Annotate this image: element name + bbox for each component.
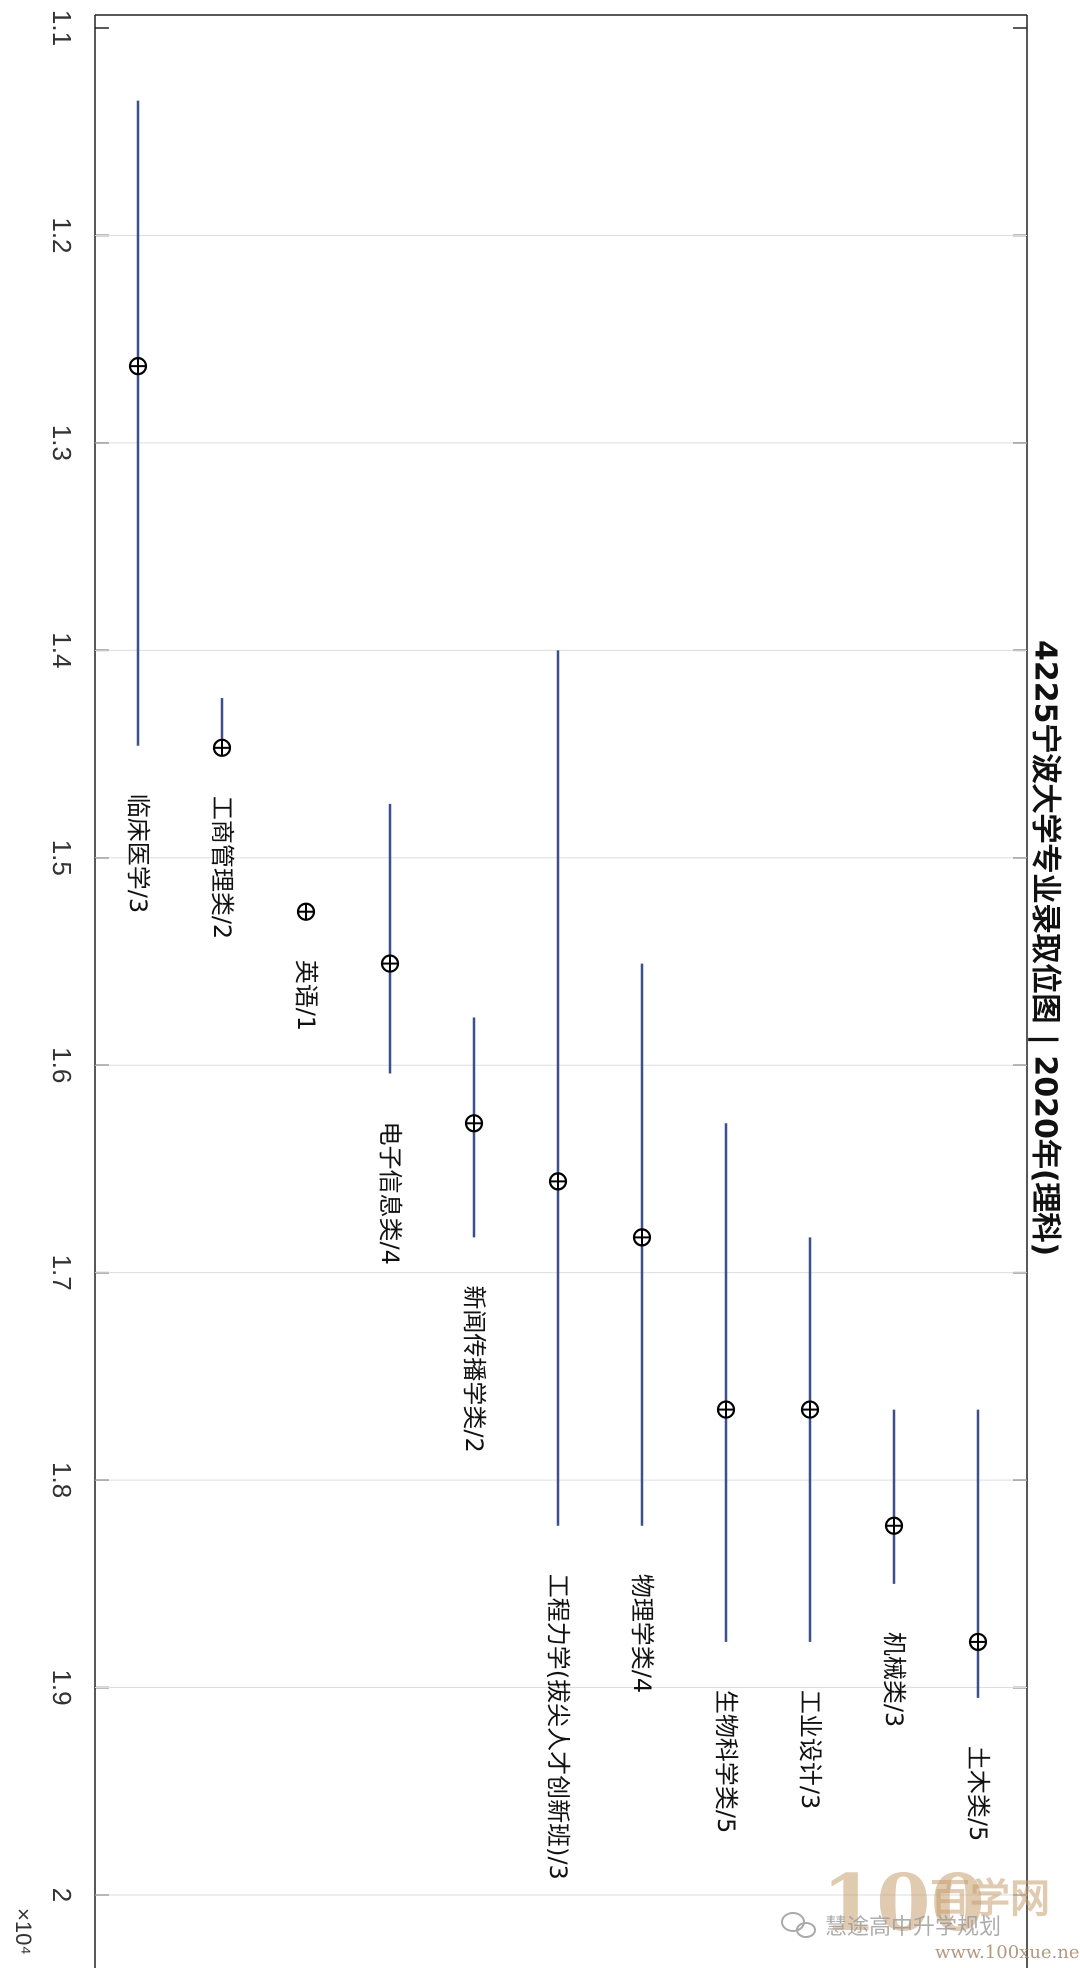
tick-label: 1.6 — [47, 1047, 77, 1083]
category-labels-layer: 临床医学/3 工商管理类/2 英语/1 电子信息类/4 新闻传播学类/2 工程力学(拔尖人… — [124, 794, 992, 1880]
category-label: 机械类/3 — [880, 1632, 908, 1727]
errorbar-item — [296, 902, 316, 921]
tick-label: 1.1 — [47, 10, 77, 46]
tick-label: 1.8 — [47, 1462, 77, 1498]
category-label: 工商管理类/2 — [208, 796, 236, 939]
errorbar-item — [212, 698, 232, 757]
tick-label: 2 — [47, 1888, 77, 1902]
watermark-number: 100 — [822, 1858, 985, 1949]
chart-title: 4225宁波大学专业录取位图 | 2020年(理科) — [1028, 640, 1063, 1256]
errorbar-item — [884, 1409, 904, 1584]
tick-label: 1.7 — [47, 1255, 77, 1291]
tick-label: 1.3 — [47, 425, 77, 461]
errorbar-item — [632, 963, 652, 1526]
errorbars-layer — [128, 100, 988, 1698]
category-label: 土木类/5 — [964, 1746, 992, 1841]
category-label: 临床医学/3 — [124, 794, 152, 913]
errorbar-item — [380, 803, 400, 1074]
errorbar-item — [548, 650, 568, 1526]
errorbar-item — [128, 100, 148, 746]
errorbar-item — [968, 1409, 988, 1698]
category-label: 工程力学(拔尖人才创新班)/3 — [544, 1574, 572, 1880]
wechat-icon — [781, 1912, 816, 1938]
watermark: 100 百学网 慧途高中升学规划 www.100xue.net — [781, 1858, 1080, 1963]
tick-label: 1.5 — [47, 840, 77, 876]
watermark-brand: 百学网 — [930, 1875, 1050, 1922]
category-label: 工业设计/3 — [796, 1690, 824, 1809]
errorbar-item — [464, 1017, 484, 1238]
axis-layer: 1.1 1.2 1.3 1.4 1.5 1.6 1.7 1.8 1.9 2 — [47, 10, 1028, 1968]
category-label: 电子信息类/4 — [376, 1122, 404, 1265]
watermark-url: www.100xue.net — [935, 1942, 1080, 1963]
grid-layer — [95, 234, 1027, 1896]
errorbar-item — [716, 1123, 736, 1642]
tick-label: 1.9 — [47, 1669, 77, 1705]
errorbar-item — [800, 1237, 820, 1642]
watermark-account: 慧途高中升学规划 — [825, 1915, 1001, 1940]
category-label: 生物科学类/5 — [712, 1690, 740, 1833]
category-label: 物理学类/4 — [628, 1574, 656, 1693]
axis-exponent-label: ×10⁴ — [11, 1908, 36, 1955]
category-label: 英语/1 — [292, 960, 320, 1031]
category-label: 新闻传播学类/2 — [460, 1285, 488, 1452]
tick-label: 1.4 — [47, 632, 77, 668]
tick-label: 1.2 — [47, 217, 77, 253]
